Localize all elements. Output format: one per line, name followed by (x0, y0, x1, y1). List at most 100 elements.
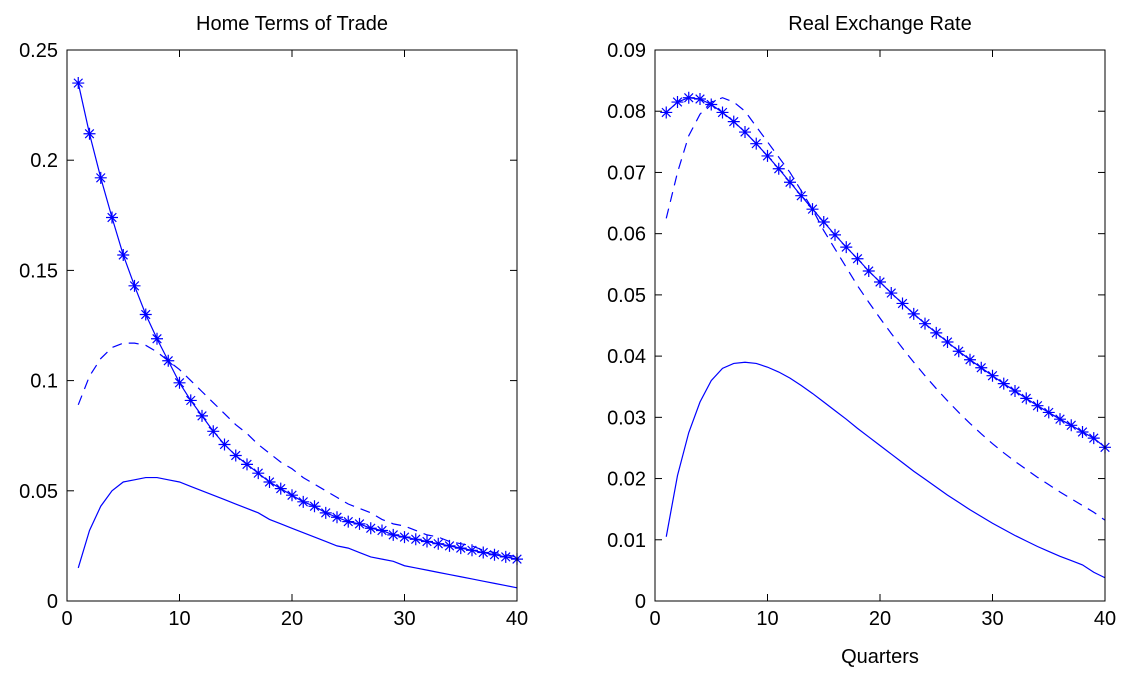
axis-frame (654, 49, 1106, 602)
data-point-star (196, 409, 208, 422)
data-point-star (941, 336, 954, 349)
data-point-star (319, 506, 332, 519)
series-line-dashed (77, 342, 518, 558)
y-tick-label: 0.01 (607, 530, 646, 552)
axis-ticks: 0 10 20 30 40 0 0.05 0.1 0.15 0.2 0.25 (19, 40, 528, 630)
data-point-star (862, 265, 875, 278)
data-point-star (952, 345, 965, 358)
data-point-star (184, 394, 197, 407)
x-tick-label: 40 (1094, 608, 1116, 630)
data-point-star (308, 500, 321, 513)
x-tick-label: 30 (981, 608, 1003, 630)
data-point-star (477, 546, 490, 559)
y-tick-label: 0.05 (607, 285, 646, 307)
data-point-star (964, 353, 976, 366)
series-line-solid-star (77, 82, 518, 560)
data-point-star (1009, 385, 1021, 398)
data-point-star (229, 449, 242, 462)
series-line-dashed (665, 97, 1106, 521)
data-point-star (682, 91, 695, 104)
series-group (72, 77, 523, 589)
data-point-star (421, 535, 433, 548)
data-point-star (739, 126, 751, 139)
data-point-star (997, 377, 1010, 390)
data-point-star (387, 528, 400, 541)
data-point-star (660, 106, 673, 119)
y-tick-label: 0.03 (607, 407, 646, 429)
data-point-star (896, 297, 909, 310)
data-point-star (694, 92, 706, 105)
y-tick-label: 0.05 (19, 481, 58, 503)
data-point-star (151, 332, 163, 345)
data-point-star (919, 317, 931, 330)
y-tick-label: 0.1 (30, 371, 58, 393)
panel-real-exchange-rate: Real Exchange Rate Quarters 0 10 20 30 40 0 0.… (607, 13, 1116, 668)
y-tick-label: 0.08 (607, 101, 646, 123)
data-point-star (705, 98, 718, 111)
y-tick-label: 0.06 (607, 224, 646, 246)
data-point-star (128, 279, 141, 292)
data-point-star (207, 425, 220, 438)
y-tick-label: 0.25 (19, 40, 58, 62)
data-point-star (263, 475, 276, 488)
data-point-star (761, 149, 774, 162)
data-point-star (432, 537, 445, 550)
series-line-solid-star (665, 97, 1106, 448)
data-point-star (286, 489, 298, 502)
data-point-star (139, 308, 152, 321)
y-tick-label: 0.2 (30, 150, 58, 172)
y-tick-label: 0.02 (607, 469, 646, 491)
data-point-star (885, 287, 898, 300)
data-point-star (353, 517, 366, 530)
data-point-star (840, 241, 853, 254)
y-tick-label: 0.09 (607, 40, 646, 62)
data-point-star (851, 252, 864, 265)
y-tick-label: 0 (47, 591, 58, 613)
data-point-star (750, 137, 763, 150)
data-point-star (297, 495, 310, 508)
chart-title: Real Exchange Rate (788, 13, 971, 35)
data-point-star (907, 307, 920, 320)
data-point-star (409, 533, 422, 546)
data-point-star (342, 515, 355, 528)
data-point-star (829, 228, 841, 241)
data-point-star (466, 544, 478, 557)
data-point-star (986, 369, 999, 382)
data-point-star (443, 539, 456, 552)
x-tick-label: 20 (869, 608, 891, 630)
data-point-star (784, 176, 796, 189)
data-point-star (727, 115, 740, 128)
data-point-star (1065, 419, 1078, 432)
data-point-star (671, 96, 684, 109)
data-point-star (241, 458, 253, 471)
data-point-star (975, 361, 988, 374)
series-line-solid (77, 476, 518, 589)
data-point-star (1031, 399, 1044, 412)
data-point-star (364, 522, 377, 535)
data-point-star (274, 482, 287, 495)
axis-frame (66, 49, 518, 602)
x-tick-label: 0 (61, 608, 72, 630)
data-point-star (454, 542, 467, 555)
x-axis-label: Quarters (841, 646, 919, 668)
data-point-star (376, 524, 388, 537)
data-point-star (173, 376, 186, 389)
data-point-star (83, 127, 96, 140)
x-tick-label: 40 (506, 608, 528, 630)
data-point-star (772, 162, 785, 175)
data-point-star (331, 511, 343, 524)
data-point-star (218, 438, 231, 451)
data-point-star (162, 354, 175, 367)
data-point-star (930, 326, 943, 339)
series-group (660, 91, 1111, 579)
data-point-star (1042, 406, 1055, 419)
data-point-star (806, 203, 819, 216)
data-point-star (488, 548, 501, 561)
panel-home-terms-of-trade: Home Terms of Trade 0 10 20 30 40 0 0.05 0.1 0.1… (19, 13, 528, 630)
data-point-star (1054, 413, 1066, 426)
data-point-star (1087, 432, 1100, 445)
data-point-star (117, 248, 130, 261)
x-tick-label: 30 (393, 608, 415, 630)
x-tick-label: 10 (756, 608, 778, 630)
